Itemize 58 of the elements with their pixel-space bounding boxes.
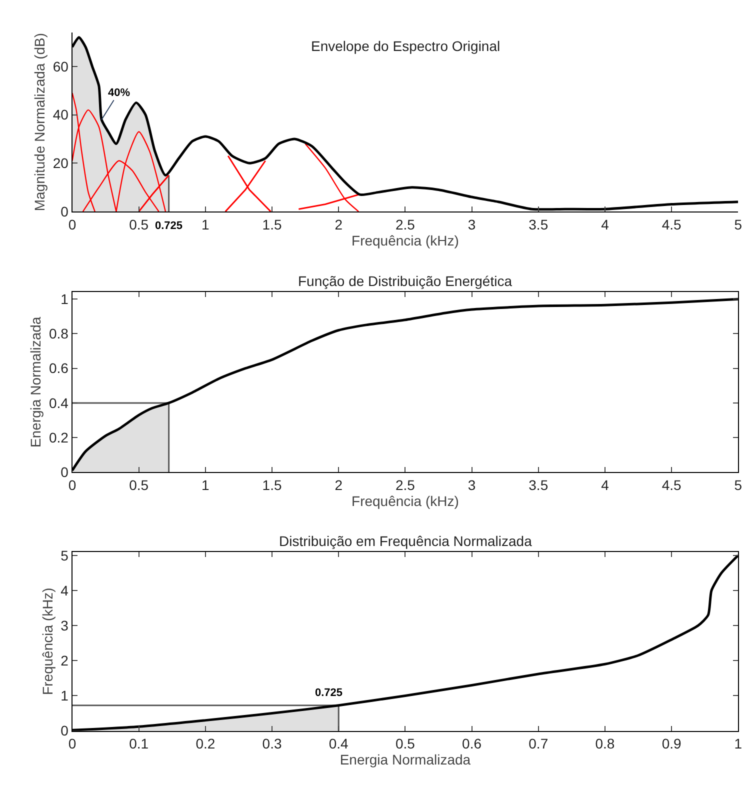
annotation: 0.725 xyxy=(155,220,183,232)
y-tick-label: 1 xyxy=(60,291,69,308)
x-tick-label: 1 xyxy=(202,216,210,232)
x-axis-title: Frequência (kHz) xyxy=(352,232,459,248)
x-tick-label: 0.7 xyxy=(528,736,548,752)
y-tick-label: 0.8 xyxy=(49,326,69,342)
x-tick-label: 2 xyxy=(334,216,343,232)
x-tick-label: 5 xyxy=(734,216,742,232)
x-tick-label: 3 xyxy=(468,476,476,493)
x-tick-label: 4.5 xyxy=(662,216,682,232)
x-tick-label: 1 xyxy=(202,476,210,493)
chart-title: Função de Distribuição Energética xyxy=(298,273,512,289)
x-tick-label: 1.5 xyxy=(262,216,282,232)
x-tick-label: 2.5 xyxy=(395,216,416,232)
x-tick-label: 0.4 xyxy=(328,736,349,752)
x-tick-label: 0.1 xyxy=(129,736,149,752)
x-tick-label: 0.5 xyxy=(129,216,149,232)
x-axis-title: Energia Normalizada xyxy=(340,752,471,768)
y-tick-label: 60 xyxy=(52,58,69,74)
y-axis-title: Energia Normalizada xyxy=(28,316,44,448)
annotation: 0.725 xyxy=(315,687,343,699)
y-tick-label: 0.4 xyxy=(49,394,69,411)
x-tick-label: 3.5 xyxy=(528,216,548,232)
x-tick-label: 0.5 xyxy=(395,736,416,752)
y-tick-label: 0.6 xyxy=(49,360,69,376)
y-tick-label: 0.2 xyxy=(49,429,69,446)
x-tick-label: 3 xyxy=(468,216,476,232)
y-tick-label: 2 xyxy=(60,652,69,669)
x-axis-title: Frequência (kHz) xyxy=(352,492,459,509)
x-tick-label: 0.5 xyxy=(129,476,149,493)
y-axis-title: Frequência (kHz) xyxy=(39,588,56,696)
annotation: 40% xyxy=(108,87,130,99)
x-tick-label: 4 xyxy=(601,476,610,493)
y-tick-label: 40 xyxy=(52,106,69,123)
y-tick-label: 3 xyxy=(60,617,69,634)
y-tick-label: 20 xyxy=(52,155,69,172)
y-tick-label: 1 xyxy=(60,688,69,704)
x-tick-label: 0.9 xyxy=(662,736,682,752)
y-tick-label: 4 xyxy=(60,582,69,598)
y-tick-label: 0 xyxy=(60,464,69,480)
y-tick-label: 0 xyxy=(60,722,69,739)
x-tick-label: 1.5 xyxy=(262,476,282,493)
x-tick-label: 4 xyxy=(601,216,610,232)
x-tick-label: 0.3 xyxy=(262,736,282,752)
x-tick-label: 0.2 xyxy=(196,736,216,752)
y-tick-label: 5 xyxy=(60,547,69,564)
x-tick-label: 2.5 xyxy=(395,476,416,493)
chart-title: Envelope do Espectro Original xyxy=(311,38,500,54)
x-tick-label: 4.5 xyxy=(662,476,682,493)
x-tick-label: 0.6 xyxy=(462,736,482,752)
chart-title: Distribuição em Frequência Normalizada xyxy=(279,533,532,549)
x-tick-label: 3.5 xyxy=(528,476,548,493)
x-tick-label: 2 xyxy=(334,476,343,493)
x-tick-label: 1 xyxy=(734,736,742,752)
x-tick-label: 0.8 xyxy=(595,736,615,752)
y-tick-label: 0 xyxy=(60,203,69,220)
x-tick-label: 5 xyxy=(734,476,742,493)
y-axis-title: Magnitude Normalizada (dB) xyxy=(31,32,48,212)
